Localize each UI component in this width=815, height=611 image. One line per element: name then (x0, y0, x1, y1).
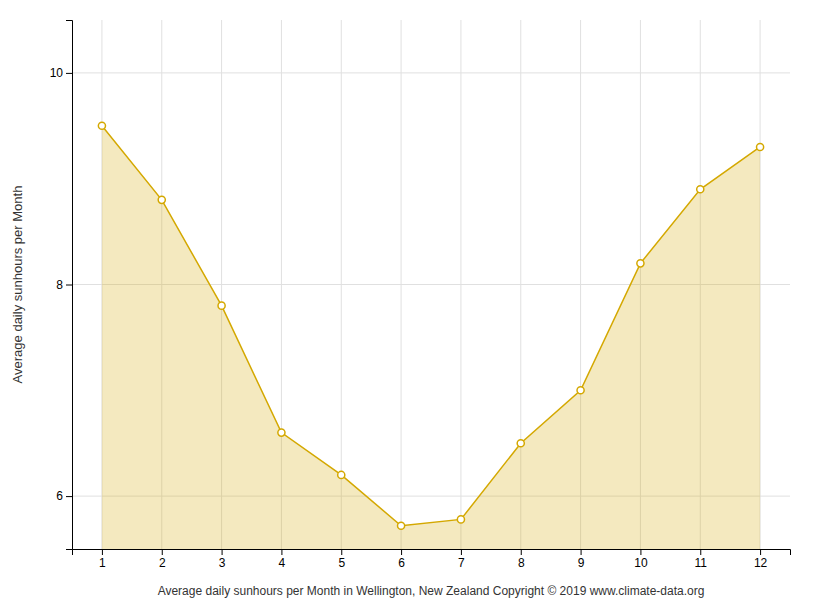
y-tick: 8 (56, 278, 72, 292)
grid (72, 20, 790, 549)
x-tick: 6 (398, 549, 405, 570)
x-tick-label: 4 (279, 556, 286, 570)
x-grid-line (401, 20, 402, 549)
y-tick-mark (66, 496, 72, 497)
x-tick-label: 8 (518, 556, 525, 570)
marker (98, 122, 105, 129)
x-tick: 5 (338, 549, 345, 570)
x-tick-label: 1 (99, 556, 106, 570)
line (102, 126, 760, 526)
y-tick: 10 (50, 66, 72, 80)
x-tick-label: 2 (159, 556, 166, 570)
x-tick-mark (341, 549, 342, 555)
x-tick-mark (700, 549, 701, 555)
marker (338, 471, 345, 478)
x-tick: 12 (754, 549, 768, 570)
x-tick: 7 (458, 549, 465, 570)
y-axis: 6 8 10 (50, 21, 73, 550)
marker (637, 260, 644, 267)
data-layer (98, 122, 763, 549)
x-tick-mark (281, 549, 282, 555)
x-tick-mark (760, 549, 761, 555)
x-tick: 8 (518, 549, 525, 570)
x-tick-mark (162, 549, 163, 555)
x-tick-mark (102, 549, 103, 555)
y-tick-mark (66, 285, 72, 286)
y-tick: 6 (56, 489, 72, 503)
x-tick-mark (401, 549, 402, 555)
x-axis: 123456789101112 (73, 549, 791, 570)
x-tick-label: 5 (338, 556, 345, 570)
x-tick: 9 (578, 549, 585, 570)
marker (757, 143, 764, 150)
x-tick-label: 6 (398, 556, 405, 570)
marker (457, 516, 464, 523)
x-tick-mark (581, 549, 582, 555)
x-tick: 4 (279, 549, 286, 570)
marker (577, 387, 584, 394)
marker (517, 440, 524, 447)
area (102, 126, 760, 549)
y-axis-title: Average daily sunhours per Month (10, 186, 25, 384)
x-tick: 10 (634, 549, 648, 570)
x-tick-mark (640, 549, 641, 555)
x-tick-label: 10 (634, 556, 648, 570)
marker (398, 522, 405, 529)
y-tick-label: 6 (56, 489, 63, 503)
x-grid-line (460, 20, 461, 549)
x-tick-mark (222, 549, 223, 555)
x-tick-mark (521, 549, 522, 555)
marker (278, 429, 285, 436)
x-tick-label: 7 (458, 556, 465, 570)
x-tick-mark (461, 549, 462, 555)
y-tick-label: 8 (56, 278, 63, 292)
x-tick: 3 (219, 549, 226, 570)
y-axis-line (66, 21, 73, 550)
x-axis-line (73, 550, 791, 556)
y-tick-label: 10 (50, 66, 64, 80)
marker (218, 302, 225, 309)
x-tick-label: 11 (695, 556, 708, 570)
x-tick: 2 (159, 549, 166, 570)
x-tick-label: 3 (219, 556, 226, 570)
x-tick: 1 (99, 549, 106, 570)
x-grid-line (341, 20, 342, 549)
x-axis-title: Average daily sunhours per Month in Well… (158, 584, 705, 598)
chart: 1234567891011126810Average daily sunhour… (0, 0, 815, 611)
x-tick-label: 12 (754, 556, 768, 570)
marker (697, 186, 704, 193)
plot: 1234567891011126810 (50, 20, 791, 570)
y-tick-mark (66, 73, 72, 74)
x-tick-label: 9 (578, 556, 585, 570)
y-grid-line (72, 72, 790, 73)
x-tick: 11 (695, 549, 708, 570)
marker (158, 196, 165, 203)
